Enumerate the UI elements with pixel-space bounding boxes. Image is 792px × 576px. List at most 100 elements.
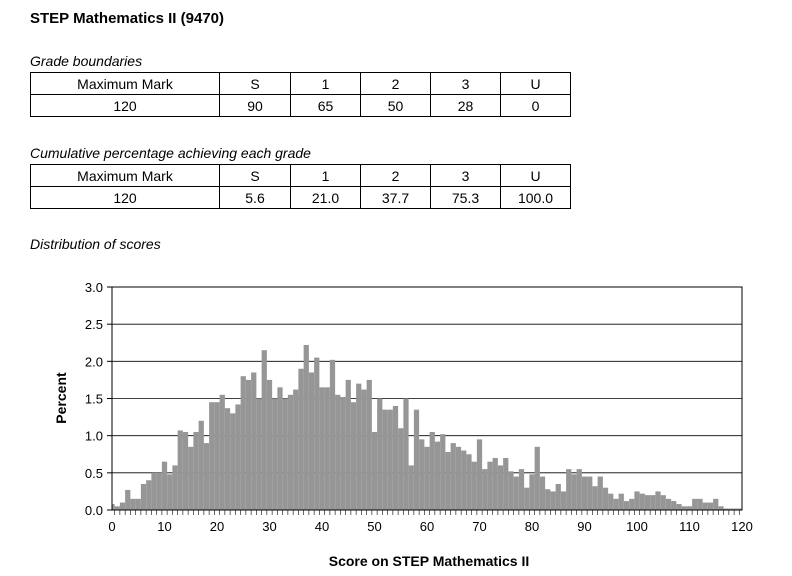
histogram-bar: [319, 387, 325, 510]
histogram-bar: [608, 493, 614, 510]
histogram-bar: [293, 389, 299, 510]
table-header-cell: 3: [430, 164, 501, 187]
table-cell: 120: [30, 186, 220, 209]
histogram-bar: [151, 472, 157, 510]
histogram-bar: [272, 398, 278, 510]
histogram-bar: [340, 397, 346, 510]
table-cell: 0: [500, 94, 571, 117]
histogram-bar: [350, 402, 357, 510]
histogram-bar: [466, 454, 472, 510]
histogram-bar: [387, 409, 393, 510]
histogram-bar: [634, 491, 640, 510]
histogram-bar: [198, 420, 204, 510]
y-tick-label: 0.0: [85, 503, 103, 518]
histogram-bar: [314, 357, 320, 510]
histogram-bar: [287, 394, 294, 510]
histogram-bar: [135, 498, 141, 510]
histogram-bar: [539, 476, 546, 510]
histogram-bar: [424, 446, 430, 510]
histogram-bar: [524, 487, 530, 510]
histogram-bar: [156, 472, 162, 510]
page-title: STEP Mathematics II (9470): [30, 10, 224, 27]
histogram-bar: [214, 402, 220, 510]
histogram-bar: [392, 405, 399, 510]
histogram-bar: [534, 446, 540, 510]
histogram-bar: [623, 501, 630, 510]
score-distribution-chart: 0.0 0.5 1.0 1.5 2.0 2.5 3.0 0 10 20 30 40 50 60 70 80 90…: [53, 280, 753, 569]
histogram-bar: [408, 465, 414, 510]
histogram-bar: [545, 489, 551, 510]
table-header-cell: U: [500, 72, 571, 95]
histogram-bar: [550, 491, 556, 510]
histogram-bar: [602, 487, 609, 510]
histogram-bar: [308, 372, 315, 510]
histogram-bar: [597, 476, 603, 510]
histogram-bar: [240, 376, 246, 510]
histogram-bar: [592, 486, 598, 510]
x-tick-label: 120: [731, 519, 753, 534]
x-tick-label: 80: [525, 519, 539, 534]
grade-boundaries-table: Maximum Mark S 1 2 3 U 120 90 65 50 28 0: [30, 72, 571, 117]
x-tick-label: 30: [262, 519, 276, 534]
histogram-bar: [146, 480, 152, 510]
table-header-cell: Maximum Mark: [30, 164, 220, 187]
histogram-bar: [277, 387, 283, 510]
histogram-bar: [266, 379, 273, 510]
histogram-bar: [503, 457, 509, 510]
histogram-bar: [497, 465, 504, 510]
histogram-bar: [508, 471, 514, 510]
histogram-bar: [665, 498, 672, 510]
x-tick-label: 90: [577, 519, 591, 534]
histogram-bar: [728, 508, 735, 510]
histogram-bar: [177, 430, 183, 510]
histogram-bar: [739, 508, 742, 510]
y-tick-label: 1.5: [85, 392, 103, 407]
y-tick-label: 3.0: [85, 280, 103, 295]
histogram-bar: [734, 508, 740, 510]
histogram-bar: [235, 404, 241, 510]
histogram-bar: [566, 469, 572, 510]
histogram-bar: [718, 506, 724, 510]
histogram-bar: [371, 431, 378, 510]
table-header-cell: 1: [290, 72, 361, 95]
x-tick-label: 20: [210, 519, 224, 534]
x-tick-label: 10: [157, 519, 171, 534]
histogram-bar: [224, 408, 231, 510]
histogram-bar: [188, 446, 194, 510]
x-tick-label: 100: [626, 519, 648, 534]
histogram-bar: [298, 368, 304, 510]
histogram-bar: [713, 498, 719, 510]
table-cell: 120: [30, 94, 220, 117]
table-header-row: Maximum Mark S 1 2 3 U: [30, 72, 571, 95]
table-cell: 37.7: [360, 186, 431, 209]
histogram-bar: [571, 474, 577, 510]
table-cell: 75.3: [430, 186, 501, 209]
table-row: 120 90 65 50 28 0: [30, 94, 571, 117]
histogram-bar: [419, 439, 425, 510]
histogram-bar: [613, 498, 619, 510]
histogram-bar: [209, 402, 215, 510]
histogram-bar: [518, 469, 525, 510]
histogram-bar: [644, 495, 651, 510]
x-tick-label: 40: [315, 519, 329, 534]
y-tick-label: 1.0: [85, 429, 103, 444]
histogram-bar: [676, 504, 682, 510]
histogram-bar: [324, 387, 330, 510]
y-tick-label: 0.5: [85, 466, 103, 481]
table-cell: 100.0: [500, 186, 571, 209]
y-axis-label: Percent: [53, 372, 69, 424]
cumulative-caption: Cumulative percentage achieving each gra…: [30, 145, 311, 161]
table-header-cell: U: [500, 164, 571, 187]
histogram-bar: [581, 476, 588, 510]
histogram-bar: [692, 498, 698, 510]
x-tick-label: 110: [679, 519, 700, 534]
distribution-caption: Distribution of scores: [30, 236, 161, 252]
histogram-bar: [245, 379, 252, 510]
histogram-bar: [707, 502, 714, 510]
table-header-cell: 2: [360, 164, 431, 187]
histogram-bar: [182, 431, 189, 510]
histogram-bar: [618, 493, 624, 510]
histogram-bar: [167, 474, 173, 510]
histogram-bar: [555, 483, 561, 510]
histogram-bar: [560, 491, 567, 510]
